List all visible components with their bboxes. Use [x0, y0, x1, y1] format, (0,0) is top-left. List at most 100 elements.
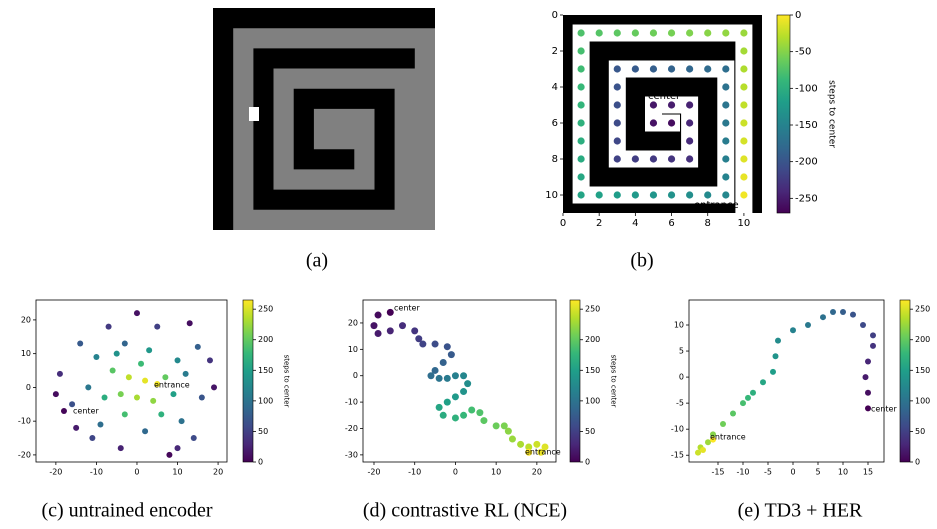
x-tick-label: 10 [491, 468, 501, 477]
point [649, 191, 658, 199]
point [740, 101, 748, 109]
colorbar-tick-label: -200 [795, 157, 818, 168]
point [577, 65, 585, 73]
point [186, 320, 193, 327]
point [415, 335, 423, 343]
point [374, 330, 382, 338]
y-tick-label: -30 [345, 450, 358, 459]
colorbar-tick-label: 250 [258, 305, 273, 314]
point [138, 360, 145, 367]
point [830, 308, 836, 315]
point [109, 367, 116, 374]
y-tick-label: -20 [18, 450, 31, 459]
point [533, 440, 541, 448]
point [525, 443, 533, 451]
point [451, 372, 459, 380]
point [740, 155, 748, 163]
point [595, 29, 603, 37]
point [460, 411, 468, 419]
point [121, 411, 128, 418]
point [101, 394, 108, 401]
point [740, 400, 746, 407]
point [649, 119, 658, 127]
point [374, 311, 382, 319]
point [398, 322, 406, 330]
point [613, 137, 621, 145]
y-tick-label: 8 [552, 154, 558, 165]
point [194, 343, 201, 350]
point [613, 155, 621, 163]
x-tick-label: 0 [560, 218, 566, 229]
point [649, 155, 658, 163]
point [649, 29, 658, 37]
point [504, 427, 512, 435]
x-tick-label: 0 [790, 468, 795, 477]
point [613, 101, 621, 109]
y-tick-label: 20 [21, 315, 31, 324]
point [386, 327, 394, 335]
point [790, 327, 796, 334]
point [740, 47, 748, 55]
point [89, 435, 96, 442]
colorbar-tick-label: -100 [795, 83, 818, 94]
point [722, 137, 730, 145]
point [805, 322, 811, 329]
point [686, 119, 694, 127]
point [117, 445, 124, 452]
point [695, 449, 701, 456]
point [870, 332, 876, 339]
point [190, 435, 197, 442]
colorbar-tick-label: 200 [915, 335, 930, 344]
colorbar [242, 299, 254, 463]
point [468, 406, 476, 414]
point [577, 47, 585, 55]
point [667, 155, 676, 163]
point [480, 417, 488, 425]
caption: (b) [630, 250, 653, 272]
annotation: entrance [694, 200, 739, 211]
point [722, 191, 730, 199]
point [577, 119, 585, 127]
colorbar-tick-label: 0 [258, 458, 263, 467]
y-tick-label: 10 [348, 345, 358, 354]
point [775, 337, 781, 344]
colorbar-label: steps to center [827, 80, 837, 148]
point [613, 191, 621, 199]
point [760, 379, 766, 386]
annotation: entrance [710, 433, 746, 442]
point [113, 350, 120, 357]
x-tick-label: -20 [367, 468, 380, 477]
point [133, 394, 140, 401]
point [870, 342, 876, 349]
point [443, 398, 451, 406]
annotation: entrance [525, 448, 561, 457]
y-tick-label: -20 [345, 424, 358, 433]
colorbar-tick-label: 150 [915, 366, 930, 375]
point [435, 374, 443, 382]
point [686, 191, 694, 199]
point [56, 370, 63, 377]
point [435, 403, 443, 411]
x-tick-label: 15 [863, 468, 873, 477]
x-tick-label: 0 [134, 468, 139, 477]
colorbar-tick-label: 0 [795, 10, 801, 21]
point [460, 388, 468, 396]
y-tick-label: 10 [674, 321, 684, 330]
point [649, 101, 658, 109]
colorbar-tick-label: 100 [258, 396, 273, 405]
point [146, 347, 153, 354]
point [174, 445, 181, 452]
point [154, 323, 161, 330]
colorbar-tick-label: 250 [915, 305, 930, 314]
x-tick-label: 6 [668, 218, 674, 229]
colorbar-label: steps to center [283, 355, 291, 408]
point [460, 372, 468, 380]
point [133, 310, 140, 317]
x-tick-label: 10 [172, 468, 182, 477]
point [85, 384, 92, 391]
x-tick-label: 20 [213, 468, 223, 477]
point [125, 374, 132, 381]
point [492, 422, 500, 430]
point [722, 155, 730, 163]
y-tick-label: 2 [552, 46, 558, 57]
